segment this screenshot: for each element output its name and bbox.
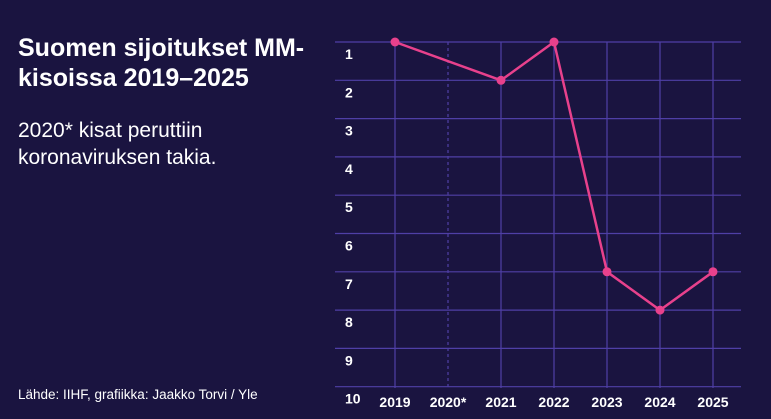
x-tick-label: 2021 (485, 394, 516, 410)
chart-title: Suomen sijoitukset MM-kisoissa 2019–2025 (18, 34, 305, 92)
series-layer (390, 37, 718, 315)
y-tick-label: 8 (345, 314, 353, 330)
x-tick-label: 2024 (644, 394, 675, 410)
y-tick-label: 2 (345, 84, 353, 100)
x-tick-label: 2023 (591, 394, 622, 410)
source-credit: Lähde: IIHF, grafiikka: Jaakko Torvi / Y… (18, 387, 258, 402)
x-tick-label: 2022 (538, 394, 569, 410)
y-tick-label: 3 (345, 123, 353, 139)
chart-subtitle: 2020* kisat peruttiin koronaviruksen tak… (18, 119, 217, 169)
y-axis-labels: 1 2 3 4 5 6 7 8 9 10 (345, 46, 361, 407)
data-point (655, 305, 665, 315)
x-tick-label: 2025 (697, 394, 728, 410)
data-point (602, 267, 612, 277)
chart-grid (335, 41, 741, 388)
y-tick-label: 6 (345, 238, 353, 254)
y-tick-label: 1 (345, 46, 353, 62)
y-tick-label: 10 (345, 391, 361, 407)
data-point (549, 37, 559, 47)
y-tick-label: 9 (345, 352, 353, 368)
y-tick-label: 4 (345, 161, 353, 177)
x-axis-labels: 2019 2020* 2021 2022 2023 2024 2025 (379, 394, 728, 410)
series-line (394, 40, 714, 312)
data-point (390, 37, 400, 47)
y-tick-label: 5 (345, 199, 353, 215)
x-tick-label: 2019 (379, 394, 410, 410)
y-tick-label: 7 (345, 276, 353, 292)
data-point (708, 267, 718, 277)
x-tick-label: 2020* (430, 394, 467, 410)
data-point (496, 75, 506, 85)
